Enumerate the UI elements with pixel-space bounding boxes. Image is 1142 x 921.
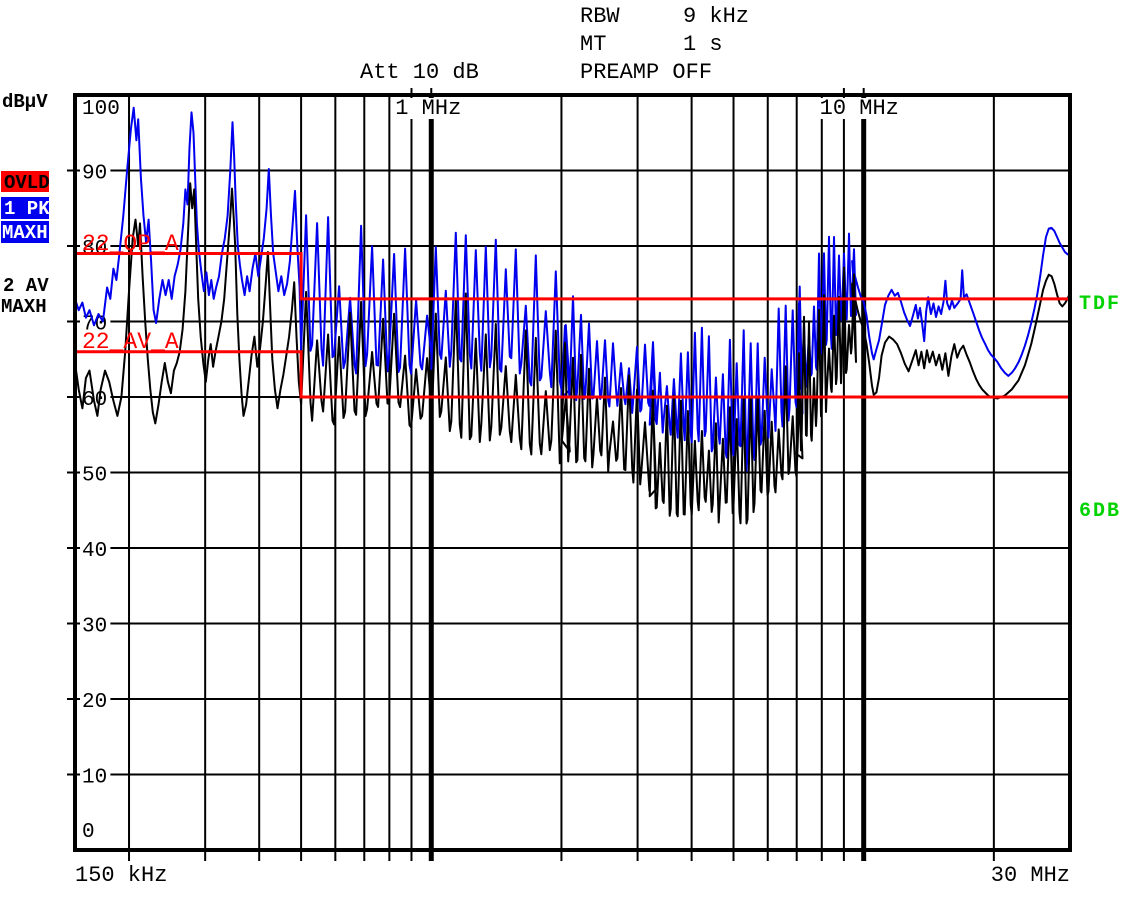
- ovld-badge-bg: [1, 171, 49, 192]
- limit-lines: [75, 252, 1070, 399]
- trace2-legend: 2 AV MAXH: [1, 275, 49, 318]
- y-tick-label: 0: [82, 821, 95, 844]
- plot-frame: [73, 93, 1072, 852]
- y-tick-label: 90: [82, 163, 107, 186]
- grid-lines: [67, 88, 1070, 861]
- y-tick-backing: [80, 614, 111, 635]
- qp-limit-label: 22_QP_A: [82, 231, 179, 257]
- mt-label: MT: [580, 32, 606, 57]
- y-tick-backing: [80, 539, 111, 559]
- rbw-label: RBW: [580, 4, 620, 29]
- traces: [74, 106, 1071, 525]
- trace-1-pk-maxhold: [74, 106, 1071, 473]
- 6db-annotation: 6DB: [1079, 500, 1121, 523]
- y-tick-label: 20: [82, 691, 107, 714]
- y-tick-backing: [80, 690, 111, 710]
- limit-line-av: [75, 350, 1070, 399]
- y-tick-backing: [80, 463, 111, 484]
- trace1-legend: 1 PK MAXH: [1, 197, 50, 244]
- x-axis-start-label: 150 kHz: [75, 863, 167, 888]
- trace2-mode-label: MAXH: [1, 296, 47, 318]
- x-decade-backing: [392, 98, 471, 119]
- trace1-detector-bg: [1, 197, 49, 219]
- y-tick-backing: [80, 97, 124, 117]
- av-limit-label: 22_AV_A: [82, 329, 179, 355]
- y-tick-label: 80: [82, 238, 107, 261]
- attenuation-setting: Att 10 dB: [360, 60, 479, 85]
- mt-value: 1 s: [683, 32, 723, 57]
- y-tick-backing: [80, 388, 111, 408]
- x-decade-backing: [816, 98, 909, 119]
- trace-2-av-maxhold: [74, 182, 1071, 525]
- y-tick-label: 40: [82, 540, 107, 563]
- limit-line-qp: [75, 252, 1070, 301]
- y-tick-backing: [80, 765, 111, 786]
- x-axis-decade-labels: 1 MHz 10 MHz: [392, 96, 909, 121]
- y-tick-backing: [80, 161, 111, 182]
- y-tick-label: 50: [82, 465, 107, 488]
- y-tick-label: 10: [82, 767, 107, 790]
- tdf-annotation: TDF: [1079, 293, 1121, 316]
- overload-indicator: OVLD: [1, 171, 50, 194]
- ovld-badge-label: OVLD: [4, 172, 50, 194]
- y-axis-unit-label: dBµV: [2, 91, 48, 113]
- x-decade-label: 10 MHz: [820, 96, 899, 121]
- rbw-value: 9 kHz: [683, 4, 749, 29]
- y-tick-label: 30: [82, 616, 107, 639]
- trace2-detector-label: 2 AV: [3, 275, 49, 297]
- y-tick-label: 100: [82, 98, 120, 121]
- preamp-status: PREAMP OFF: [580, 60, 712, 85]
- trace1-detector-label: 1 PK: [4, 198, 50, 220]
- y-tick-backing: [80, 820, 98, 840]
- trace1-mode-label: MAXH: [2, 222, 48, 244]
- x-axis-end-label: 30 MHz: [991, 863, 1070, 888]
- x-decade-label: 1 MHz: [395, 96, 461, 121]
- trace1-mode-bg: [1, 221, 49, 243]
